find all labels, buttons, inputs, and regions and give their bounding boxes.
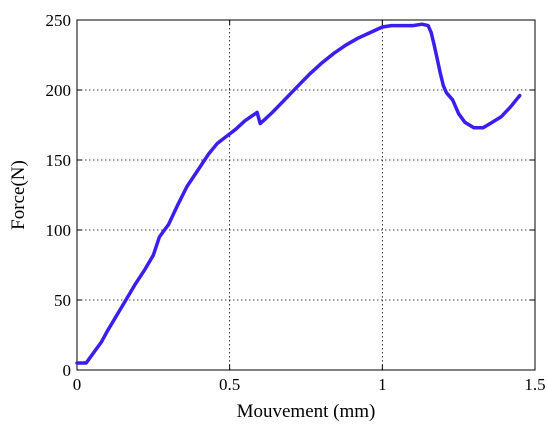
y-tick-label: 0 xyxy=(63,361,72,380)
axis-ticks xyxy=(76,19,536,371)
plot-frame xyxy=(76,19,536,371)
x-tick-label: 1.5 xyxy=(524,375,545,394)
y-tick-label: 250 xyxy=(46,11,72,30)
y-tick-label: 200 xyxy=(46,81,72,100)
x-tick-labels: 0 0.5 1 1.5 xyxy=(73,375,546,394)
x-tick-label: 0.5 xyxy=(219,375,240,394)
x-axis-label: Mouvement (mm) xyxy=(237,401,376,422)
y-tick-label: 50 xyxy=(54,291,71,310)
series-group xyxy=(75,22,522,365)
y-tick-labels: 0 50 100 150 200 250 xyxy=(46,11,72,380)
grid-lines xyxy=(77,20,535,370)
y-tick-label: 150 xyxy=(46,151,72,170)
y-axis-label: Force(N) xyxy=(8,160,29,230)
x-tick-label: 1 xyxy=(378,375,387,394)
x-tick-label: 0 xyxy=(73,375,82,394)
series-line xyxy=(75,22,522,365)
y-tick-label: 100 xyxy=(46,221,72,240)
